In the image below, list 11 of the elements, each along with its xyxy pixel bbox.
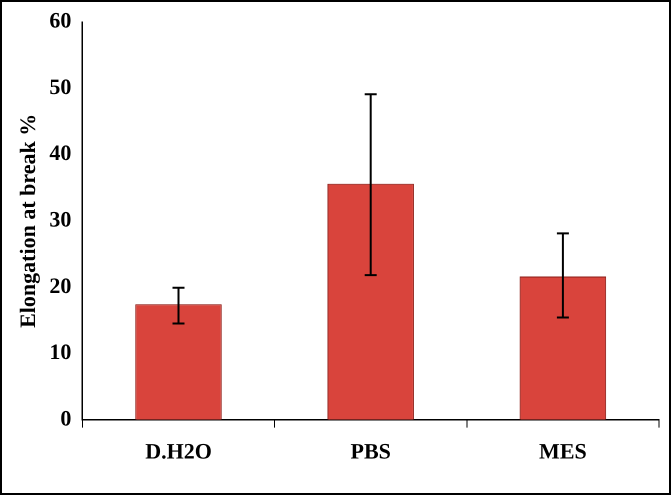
- y-tick-label: 30: [49, 206, 72, 232]
- x-tick-label: PBS: [350, 438, 391, 464]
- y-tick-label: 50: [49, 74, 72, 99]
- y-tick-label: 60: [49, 8, 72, 33]
- y-tick-label: 0: [60, 405, 72, 430]
- y-tick-label: 40: [49, 140, 72, 166]
- x-tick-label: D.H2O: [145, 438, 212, 464]
- y-axis-title: Elongation at break %: [14, 114, 40, 328]
- y-tick-label: 10: [49, 339, 72, 364]
- y-tick-label: 20: [49, 272, 72, 298]
- x-tick-label: MES: [539, 438, 587, 464]
